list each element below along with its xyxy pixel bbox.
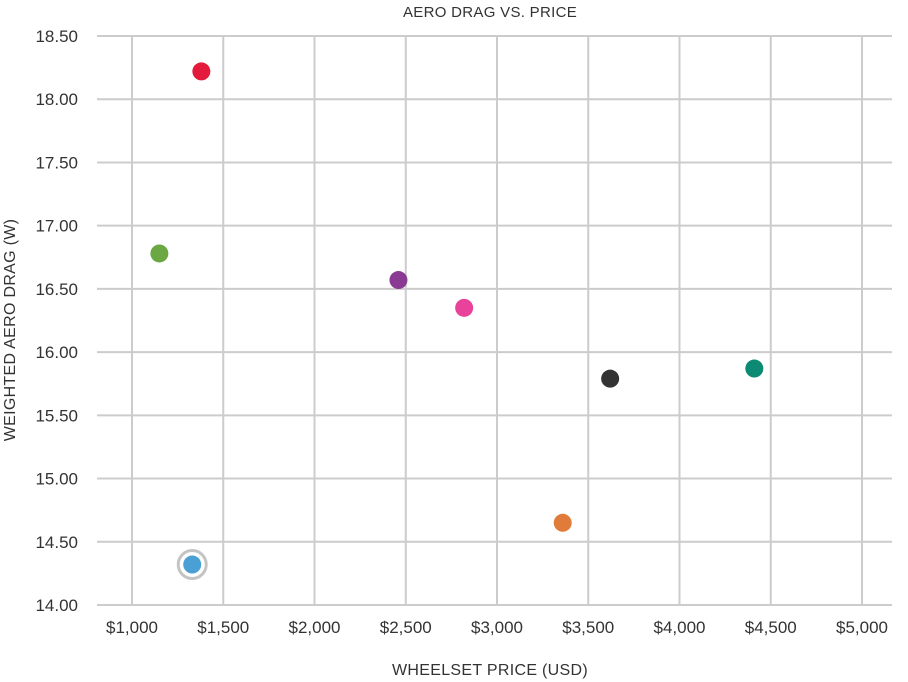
data-point[interactable] (183, 555, 202, 574)
y-tick-label: 15.00 (35, 470, 78, 489)
x-gridlines (131, 36, 863, 605)
x-axis-title: WHEELSET PRICE (USD) (392, 662, 588, 679)
data-point[interactable] (455, 298, 474, 317)
y-tick-label: 17.00 (35, 217, 78, 236)
data-point[interactable] (553, 513, 572, 532)
x-tick-label: $3,000 (471, 618, 523, 637)
x-tick-label: $4,000 (654, 618, 706, 637)
y-tick-label: 16.00 (35, 343, 78, 362)
y-tick-label: 18.00 (35, 90, 78, 109)
y-gridlines (97, 35, 892, 606)
data-points (150, 62, 764, 581)
data-point[interactable] (601, 369, 620, 388)
data-point[interactable] (192, 62, 211, 81)
chart-title: AERO DRAG VS. PRICE (403, 4, 577, 21)
y-axis-title: WEIGHTED AERO DRAG (W) (2, 219, 19, 442)
data-point[interactable] (745, 359, 764, 378)
y-tick-label: 14.50 (35, 533, 78, 552)
x-tick-label: $5,000 (836, 618, 888, 637)
data-point[interactable] (150, 244, 169, 263)
y-tick-labels: 14.00 14.50 15.00 15.50 16.00 16.50 17.00 17.50… (35, 27, 78, 615)
x-tick-label: $1,500 (197, 618, 249, 637)
y-tick-label: 16.50 (35, 280, 78, 299)
x-tick-label: $1,000 (106, 618, 158, 637)
y-tick-label: 18.50 (35, 27, 78, 46)
y-tick-label: 15.50 (35, 406, 78, 425)
x-tick-label: $3,500 (562, 618, 614, 637)
x-tick-label: $2,000 (289, 618, 341, 637)
x-tick-label: $4,500 (745, 618, 797, 637)
y-tick-label: 17.50 (35, 153, 78, 172)
x-tick-labels: $1,000 $1,500 $2,000 $2,500 $3,000 $3,500 $4,0… (106, 618, 888, 637)
y-tick-label: 14.00 (35, 596, 78, 615)
data-point[interactable] (389, 271, 408, 290)
x-tick-label: $2,500 (380, 618, 432, 637)
